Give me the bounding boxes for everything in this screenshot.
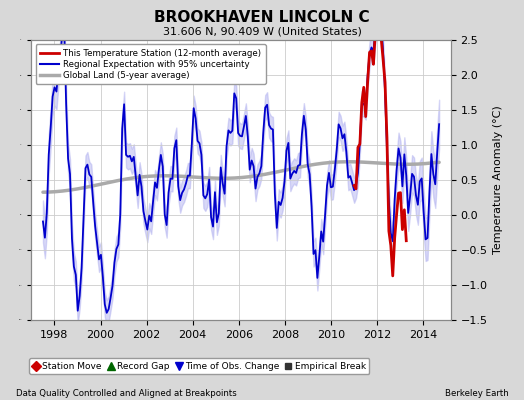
Text: 31.606 N, 90.409 W (United States): 31.606 N, 90.409 W (United States) — [162, 26, 362, 36]
Text: BROOKHAVEN LINCOLN C: BROOKHAVEN LINCOLN C — [154, 10, 370, 25]
Y-axis label: Temperature Anomaly (°C): Temperature Anomaly (°C) — [493, 106, 503, 254]
Text: Data Quality Controlled and Aligned at Breakpoints: Data Quality Controlled and Aligned at B… — [16, 389, 236, 398]
Text: Berkeley Earth: Berkeley Earth — [444, 389, 508, 398]
Legend: Station Move, Record Gap, Time of Obs. Change, Empirical Break: Station Move, Record Gap, Time of Obs. C… — [29, 358, 369, 374]
